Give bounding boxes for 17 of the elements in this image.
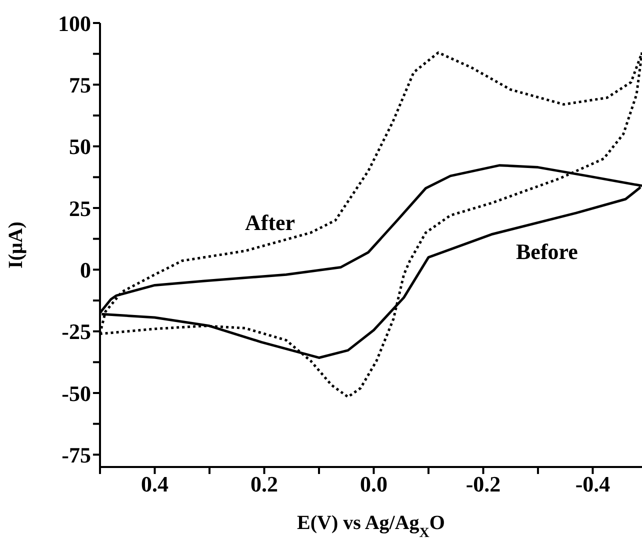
y-tick-label: 50 bbox=[69, 134, 91, 160]
y-axis-title: I(μA) bbox=[5, 222, 27, 268]
y-tick-label: 0 bbox=[80, 257, 91, 282]
y-tick-label: 75 bbox=[69, 72, 91, 98]
x-tick-label: -0.2 bbox=[466, 472, 501, 497]
series-label: After bbox=[245, 210, 296, 235]
x-tick-label: 0.4 bbox=[140, 472, 168, 497]
x-axis-title: E(V) vs Ag/Ag$_{X}$O bbox=[297, 512, 445, 538]
x-tick-label: -0.4 bbox=[575, 472, 610, 497]
x-tick-label: 0.2 bbox=[250, 472, 278, 497]
y-tick-label: -25 bbox=[62, 319, 91, 344]
text: Before bbox=[516, 239, 578, 264]
x-tick-label: 0.0 bbox=[360, 472, 388, 497]
y-tick-label: -50 bbox=[62, 380, 91, 406]
y-tick-label: -75 bbox=[62, 442, 91, 468]
y-tick-label: 100 bbox=[58, 10, 91, 36]
y-tick-label: 25 bbox=[69, 196, 91, 221]
